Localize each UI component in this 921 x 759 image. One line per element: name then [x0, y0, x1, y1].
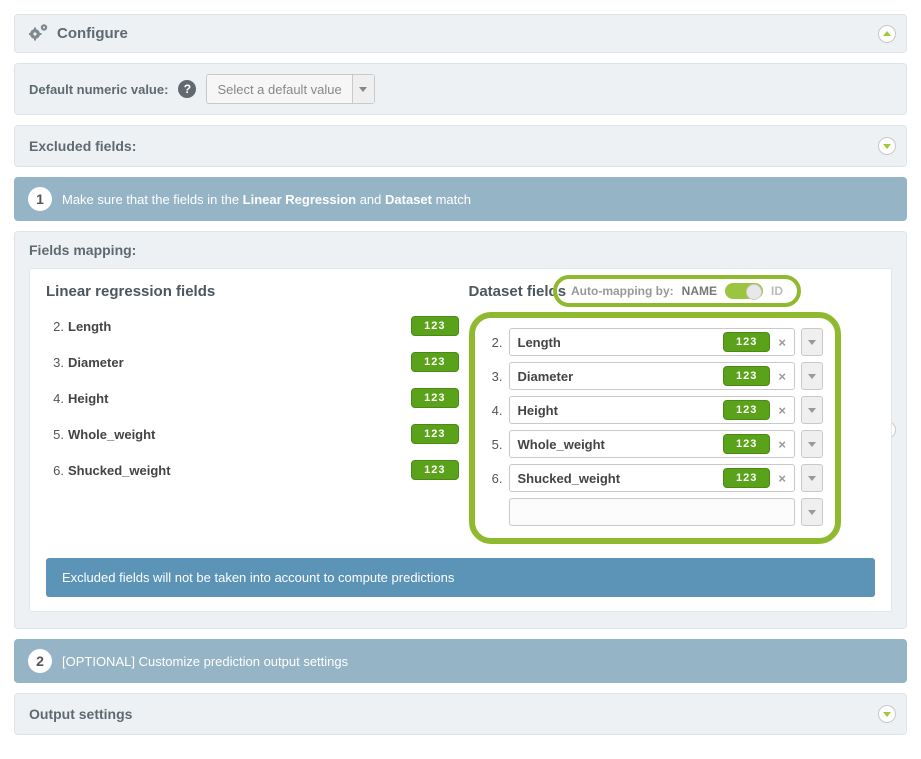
clear-field-icon[interactable]: ×: [778, 403, 786, 418]
ds-field-num: 6.: [487, 471, 503, 486]
lr-field-row: 4. Height 123: [46, 384, 459, 412]
auto-mapping-toggle[interactable]: [725, 283, 763, 299]
step1-text: Make sure that the fields in the Linear …: [62, 192, 471, 207]
ds-field-row: 4. Height 123 ×: [487, 396, 824, 424]
default-numeric-label: Default numeric value:: [29, 82, 168, 97]
lr-field-num: 2.: [46, 319, 64, 334]
linear-regression-column: Linear regression fields 2. Length 123 3. Di…: [46, 283, 469, 544]
step2-bar: 2 [OPTIONAL] Customize prediction output…: [14, 639, 907, 683]
step1-bar: 1 Make sure that the fields in the Linea…: [14, 177, 907, 221]
dropdown-button[interactable]: [801, 430, 823, 458]
numeric-badge: 123: [411, 388, 458, 408]
clear-field-icon[interactable]: ×: [778, 471, 786, 486]
excluded-fields-title: Excluded fields:: [29, 138, 136, 154]
default-numeric-panel: Default numeric value: ? Select a defaul…: [14, 63, 907, 115]
ds-column-title: Dataset fields: [469, 283, 567, 300]
auto-name-label: NAME: [682, 284, 717, 298]
ds-field-num: 5.: [487, 437, 503, 452]
lr-field-name: Shucked_weight: [68, 463, 171, 478]
lr-field-num: 4.: [46, 391, 64, 406]
expand-excluded-button[interactable]: [878, 137, 896, 155]
lr-field-row: 6. Shucked_weight 123: [46, 456, 459, 484]
ds-field-row: 6. Shucked_weight 123 ×: [487, 464, 824, 492]
dataset-column: Dataset fields Auto-mapping by: NAME ID …: [469, 283, 892, 544]
numeric-badge: 123: [411, 352, 458, 372]
configure-header: Configure: [14, 14, 907, 53]
ds-field-name: Height: [518, 403, 716, 418]
ds-field-select[interactable]: Diameter 123 ×: [509, 362, 796, 390]
numeric-badge: 123: [723, 434, 770, 454]
ds-field-name: Length: [518, 335, 716, 350]
clear-field-icon[interactable]: ×: [778, 335, 786, 350]
ds-field-select[interactable]: Length 123 ×: [509, 328, 796, 356]
clear-field-icon[interactable]: ×: [778, 437, 786, 452]
collapse-configure-button[interactable]: [878, 25, 896, 43]
auto-id-label: ID: [771, 284, 783, 298]
dropdown-button[interactable]: [801, 464, 823, 492]
lr-field-row: 5. Whole_weight 123: [46, 420, 459, 448]
ds-field-row: 2. Length 123 ×: [487, 328, 824, 356]
numeric-badge: 123: [723, 332, 770, 352]
ds-field-row: 5. Whole_weight 123 ×: [487, 430, 824, 458]
ds-field-num: 2.: [487, 335, 503, 350]
step2-text: [OPTIONAL] Customize prediction output s…: [62, 654, 348, 669]
lr-field-row: 2. Length 123: [46, 312, 459, 340]
fields-mapping-panel: Fields mapping: Apply this map Linear re…: [14, 231, 907, 629]
lr-field-num: 6.: [46, 463, 64, 478]
dropdown-button[interactable]: [801, 328, 823, 356]
lr-field-name: Diameter: [68, 355, 124, 370]
auto-mapping-label: Auto-mapping by:: [571, 284, 674, 298]
auto-mapping-pill: Auto-mapping by: NAME ID: [553, 275, 801, 307]
numeric-badge: 123: [723, 400, 770, 420]
lr-column-title: Linear regression fields: [46, 283, 459, 300]
ds-field-name: Whole_weight: [518, 437, 716, 452]
dataset-row-empty: [487, 498, 824, 526]
excluded-note: Excluded fields will not be taken into a…: [46, 558, 875, 597]
dropdown-button[interactable]: [801, 396, 823, 424]
lr-field-name: Height: [68, 391, 108, 406]
default-numeric-select[interactable]: Select a default value: [206, 74, 374, 104]
numeric-badge: 123: [411, 424, 458, 444]
excluded-fields-panel: Excluded fields:: [14, 125, 907, 167]
output-settings-panel: Output settings: [14, 693, 907, 735]
lr-field-num: 3.: [46, 355, 64, 370]
ds-field-name: Shucked_weight: [518, 471, 716, 486]
clear-field-icon[interactable]: ×: [778, 369, 786, 384]
lr-field-name: Length: [68, 319, 111, 334]
dropdown-button[interactable]: [801, 498, 823, 526]
ds-field-num: 3.: [487, 369, 503, 384]
lr-field-name: Whole_weight: [68, 427, 155, 442]
numeric-badge: 123: [411, 316, 458, 336]
fields-mapping-title: Fields mapping:: [29, 242, 136, 258]
gears-icon: [29, 23, 49, 44]
lr-field-num: 5.: [46, 427, 64, 442]
default-numeric-placeholder: Select a default value: [207, 82, 351, 97]
output-settings-title: Output settings: [29, 706, 132, 722]
ds-field-num: 4.: [487, 403, 503, 418]
chevron-down-icon: [352, 75, 374, 103]
step1-number: 1: [28, 187, 52, 211]
ds-field-row: 3. Diameter 123 ×: [487, 362, 824, 390]
dataset-highlight-box: 2.Length123×3.Diameter123×4.Height123×5.…: [469, 312, 842, 544]
configure-title: Configure: [57, 25, 128, 42]
dropdown-button[interactable]: [801, 362, 823, 390]
ds-field-select[interactable]: Height 123 ×: [509, 396, 796, 424]
numeric-badge: 123: [723, 468, 770, 488]
help-icon[interactable]: ?: [178, 80, 196, 98]
expand-output-button[interactable]: [878, 705, 896, 723]
numeric-badge: 123: [723, 366, 770, 386]
ds-field-select[interactable]: Shucked_weight 123 ×: [509, 464, 796, 492]
ds-field-name: Diameter: [518, 369, 716, 384]
numeric-badge: 123: [411, 460, 458, 480]
mapping-body: Linear regression fields 2. Length 123 3. Di…: [29, 268, 892, 612]
ds-field-select[interactable]: Whole_weight 123 ×: [509, 430, 796, 458]
lr-field-row: 3. Diameter 123: [46, 348, 459, 376]
step2-number: 2: [28, 649, 52, 673]
